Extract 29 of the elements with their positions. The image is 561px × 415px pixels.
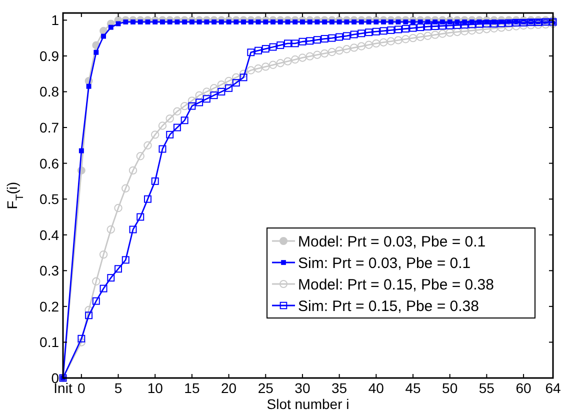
x-tick-label: 45 — [405, 380, 421, 396]
y-tick-label: 0.3 — [40, 262, 60, 279]
x-tick-label: 0 — [78, 380, 86, 396]
y-tick-label: 0.5 — [40, 191, 60, 208]
x-tick-label: 64 — [545, 380, 561, 396]
x-tick-label: 50 — [442, 380, 458, 396]
legend-label: Model: Prt = 0.03, Pbe = 0.1 — [298, 234, 486, 250]
x-tick-label: 5 — [114, 380, 122, 396]
legend-label: Sim: Prt = 0.15, Pbe = 0.38 — [298, 298, 479, 315]
y-tick-label: 0.1 — [40, 334, 60, 350]
y-tick-label: 1 — [51, 12, 60, 28]
legend-label: Sim: Prt = 0.03, Pbe = 0.1 — [298, 255, 471, 272]
x-tick-label: 25 — [258, 380, 274, 396]
y-tick-label: 0.8 — [40, 84, 60, 100]
x-tick-label: 40 — [368, 380, 384, 396]
x-tick-label: 10 — [147, 380, 164, 396]
y-tick-label: 0.4 — [40, 226, 60, 243]
x-tick-label: 15 — [184, 380, 200, 396]
y-tick-label: 0.9 — [40, 48, 60, 64]
x-tick-label: 30 — [294, 380, 310, 396]
x-tick-label: 20 — [221, 380, 237, 396]
x-axis-title: Slot number i — [266, 396, 350, 412]
x-tick-label: 35 — [332, 380, 348, 396]
x-tick-label: 60 — [516, 380, 532, 396]
y-tick-label: 0.6 — [40, 155, 60, 172]
y-tick-label: 0.2 — [40, 298, 60, 314]
legend-label: Model: Prt = 0.15, Pbe = 0.38 — [298, 276, 494, 294]
y-tick-label: 0.7 — [40, 120, 60, 136]
x-tick-label: 55 — [478, 380, 495, 396]
